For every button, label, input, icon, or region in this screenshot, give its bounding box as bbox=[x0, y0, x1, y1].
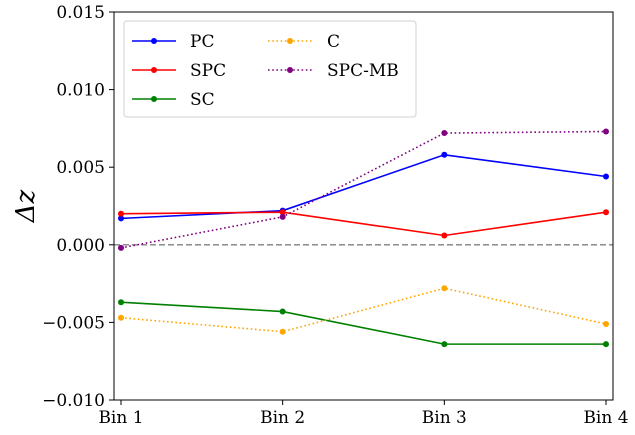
legend-swatch-marker bbox=[151, 38, 157, 44]
data-point bbox=[279, 308, 286, 315]
legend-entry-sc: SC bbox=[132, 90, 215, 110]
legend-frame bbox=[123, 20, 417, 118]
legend-label: SPC-MB bbox=[327, 61, 399, 81]
legend-entry-spc-mb: SPC-MB bbox=[268, 61, 399, 81]
legend-label: SC bbox=[190, 90, 215, 110]
legend-swatch-marker bbox=[151, 67, 157, 73]
legend-entry-spc: SPC bbox=[132, 61, 226, 81]
data-point bbox=[441, 285, 448, 292]
series-sc bbox=[118, 299, 609, 348]
y-tick-label: 0.010 bbox=[56, 81, 105, 101]
data-point bbox=[603, 128, 609, 135]
x-tick-label: Bin 1 bbox=[98, 408, 143, 428]
y-tick-label: −0.005 bbox=[42, 313, 105, 333]
series-line bbox=[120, 287, 607, 333]
series-line bbox=[120, 301, 606, 345]
axes-layer bbox=[113, 11, 614, 401]
data-point bbox=[279, 328, 286, 335]
data-point bbox=[603, 209, 609, 216]
legend: PC SPC SC C SPC-MB bbox=[123, 20, 417, 118]
data-point bbox=[118, 314, 124, 321]
data-point bbox=[118, 210, 124, 217]
series-spc bbox=[118, 209, 609, 239]
legend-label: C bbox=[327, 32, 340, 52]
data-point bbox=[118, 215, 124, 222]
data-point bbox=[441, 341, 448, 348]
data-point bbox=[603, 341, 609, 348]
data-point bbox=[441, 130, 448, 137]
plot-frame bbox=[113, 11, 614, 401]
data-point bbox=[603, 173, 609, 180]
y-tick-label: 0.015 bbox=[56, 3, 105, 23]
data-point bbox=[279, 209, 286, 216]
legend-label: PC bbox=[190, 32, 214, 52]
data-point bbox=[603, 320, 609, 327]
data-point bbox=[441, 151, 448, 158]
y-tick-label: 0.005 bbox=[56, 158, 105, 178]
y-tick-label: 0.000 bbox=[56, 236, 105, 256]
legend-swatch-marker bbox=[287, 67, 293, 73]
series-spc-mb bbox=[118, 128, 609, 251]
legend-swatch-marker bbox=[287, 38, 293, 44]
x-tick-label: Bin 2 bbox=[260, 408, 305, 428]
y-axis-label: Δz bbox=[11, 189, 41, 223]
data-point bbox=[441, 232, 448, 239]
legend-swatch-marker bbox=[151, 96, 157, 102]
data-point bbox=[279, 213, 286, 220]
legend-label: SPC bbox=[190, 61, 226, 81]
ticks-layer: −0.010 −0.005 0.000 0.005 0.010 0.015 Bin 1 Bin… bbox=[42, 3, 628, 428]
y-tick-label: −0.010 bbox=[42, 391, 105, 411]
series-line bbox=[120, 153, 607, 220]
data-point bbox=[118, 299, 124, 306]
series-c bbox=[118, 285, 609, 335]
series-pc bbox=[118, 151, 609, 222]
x-tick-label: Bin 4 bbox=[583, 408, 628, 428]
series-line bbox=[120, 130, 607, 249]
series-layer bbox=[118, 128, 609, 348]
series-line bbox=[120, 211, 607, 237]
legend-entry-pc: PC bbox=[132, 32, 214, 52]
x-tick-label: Bin 3 bbox=[422, 408, 467, 428]
data-point bbox=[118, 244, 124, 251]
legend-entry-c: C bbox=[268, 32, 340, 52]
